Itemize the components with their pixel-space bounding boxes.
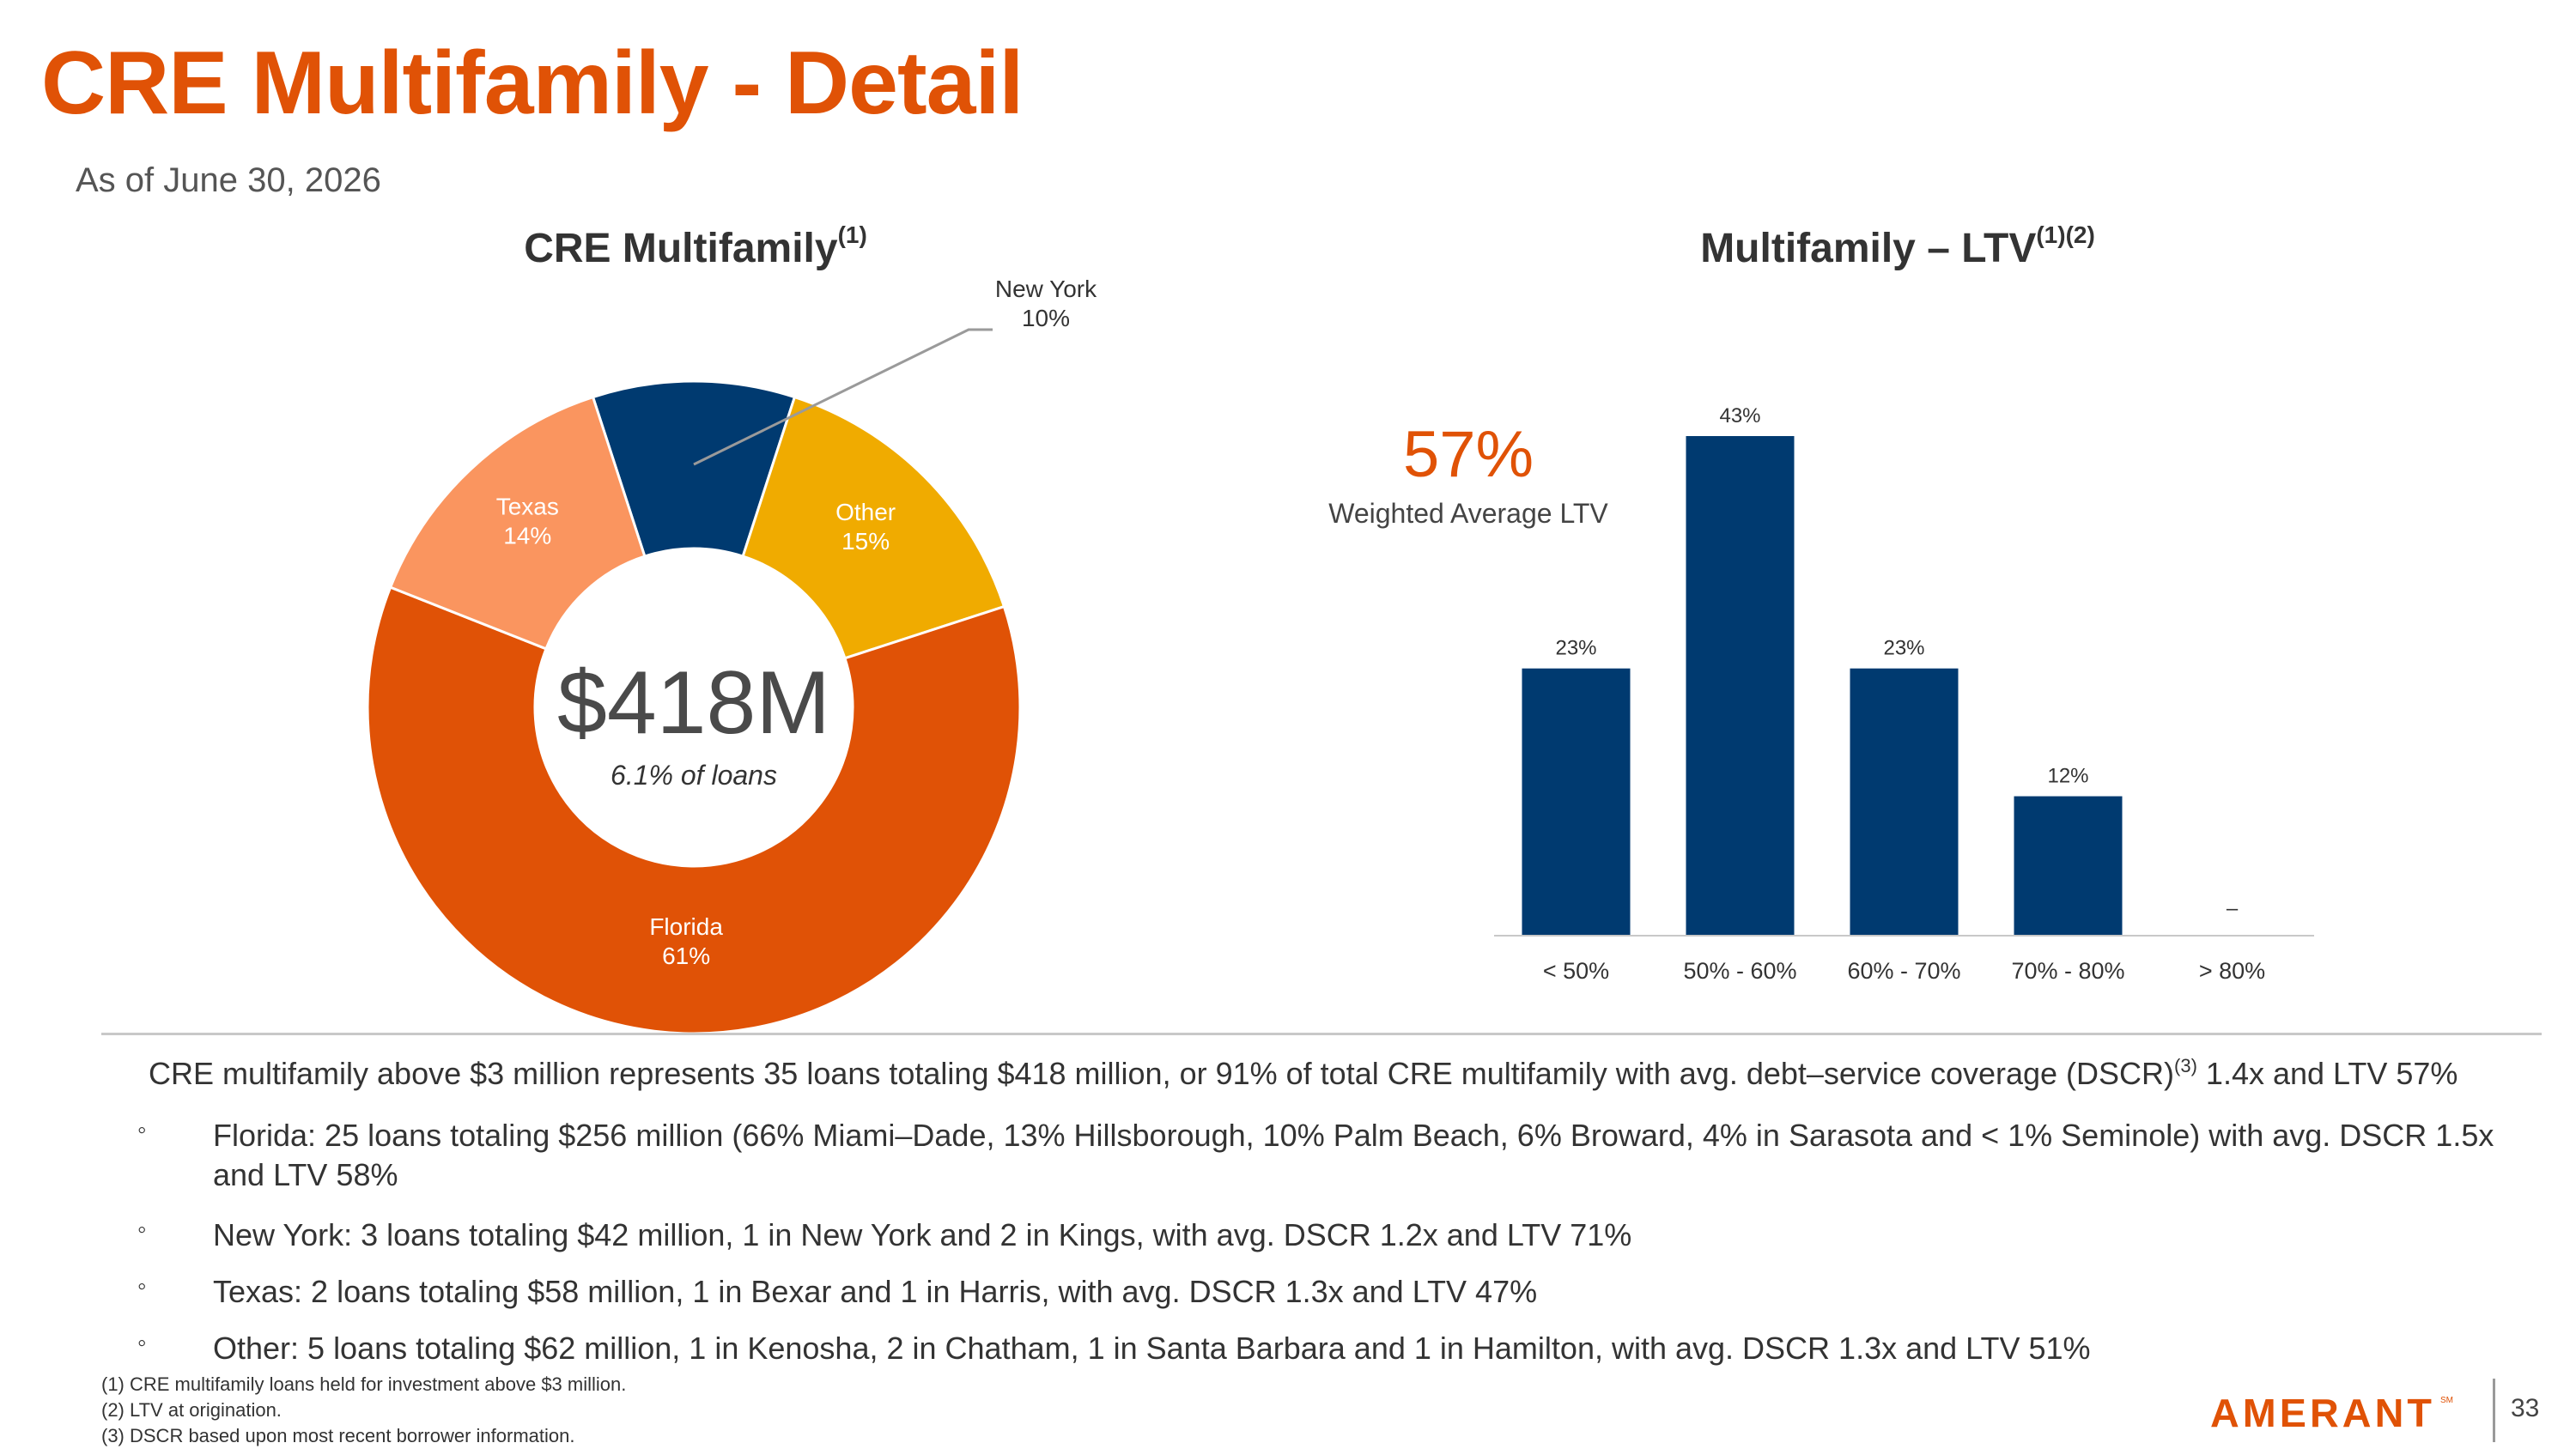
amerant-logo-wordmark: AMERANT <box>2210 1391 2435 1435</box>
donut-value-texas: 14% <box>503 523 551 549</box>
bar-chart-title-footnote: (1)(2) <box>2036 221 2095 248</box>
bullet-symbol: ◦ <box>137 1329 147 1357</box>
weighted-average-ltv-value: 57% <box>1402 418 1534 491</box>
ltv-bar <box>2014 796 2123 936</box>
donut-chart: New York 10% Other 15% Florida 61% Texas 14% $41… <box>366 276 1097 1035</box>
donut-value-new-york: 10% <box>1022 305 1070 331</box>
bullet-text: New York: 3 loans totaling $42 million, … <box>213 1217 1632 1252</box>
donut-value-florida: 61% <box>662 943 710 969</box>
donut-chart-title-text: CRE Multifamily <box>524 226 838 271</box>
ltv-bar-chart: 23% < 50% 43% 50% - 60% 23% 60% - 70% 12% 70% -… <box>1494 404 2314 984</box>
bullet-symbol: ◦ <box>137 1116 147 1144</box>
ltv-bar-data-label: 43% <box>1719 404 1760 427</box>
ltv-bar <box>1850 668 1959 936</box>
summary-lead-text: CRE multifamily above $3 million represe… <box>149 1056 2175 1091</box>
ltv-x-tick-label: > 80% <box>2199 958 2265 984</box>
ltv-x-tick-label: < 50% <box>1543 958 1609 984</box>
ltv-x-tick-label: 70% - 80% <box>2011 958 2124 984</box>
bar-chart-title-text: Multifamily – LTV <box>1700 226 2037 271</box>
donut-chart-title-footnote: (1) <box>837 221 867 248</box>
footnote-2: (2) LTV at origination. <box>101 1399 282 1421</box>
bullet-symbol: ◦ <box>137 1216 147 1244</box>
bullet-text: Texas: 2 loans totaling $58 million, 1 i… <box>213 1274 1538 1309</box>
donut-center-subtitle: 6.1% of loans <box>611 760 777 791</box>
footnote-3: (3) DSCR based upon most recent borrower… <box>101 1425 575 1446</box>
ltv-bar <box>1522 668 1631 936</box>
slide-title: CRE Multifamily - Detail <box>41 33 1024 133</box>
summary-lead-footnote: (3) <box>2174 1055 2197 1076</box>
bar-chart-title: Multifamily – LTV(1)(2) <box>1614 223 2181 272</box>
ltv-bar-data-label: 23% <box>1555 637 1596 660</box>
new-york-leader-line <box>693 328 993 466</box>
donut-label-texas: Texas <box>496 494 559 520</box>
donut-label-florida: Florida <box>649 913 723 940</box>
bullet-text: Other: 5 loans totaling $62 million, 1 i… <box>213 1331 2091 1366</box>
ltv-bar-data-label: 12% <box>2047 765 2088 788</box>
donut-label-other: Other <box>835 499 896 525</box>
donut-slice-florida <box>366 585 1022 1035</box>
amerant-logo: AMERANT SM <box>2210 1391 2453 1435</box>
logo-separator <box>2493 1379 2495 1442</box>
bullet-text: Florida: 25 loans totaling $256 million … <box>213 1118 2494 1192</box>
donut-center-value: $418M <box>557 653 830 753</box>
weighted-average-ltv-label: Weighted Average LTV <box>1328 498 1608 529</box>
ltv-x-tick-label: 60% - 70% <box>1847 958 1960 984</box>
summary-lead: CRE multifamily above $3 million represe… <box>149 1056 2553 1092</box>
bullet-symbol: ◦ <box>137 1272 147 1300</box>
page-number: 33 <box>2511 1394 2540 1422</box>
donut-chart-title: CRE Multifamily(1) <box>447 223 945 272</box>
summary-lead-tail: 1.4x and LTV 57% <box>2196 1056 2458 1091</box>
ltv-bar-data-label: – <box>2227 897 2239 920</box>
donut-label-new-york: New York <box>995 276 1097 302</box>
ltv-bar-data-label: 23% <box>1883 637 1924 660</box>
ltv-x-tick-label: 50% - 60% <box>1683 958 1796 984</box>
donut-value-other: 15% <box>841 528 890 555</box>
donut-slice-other <box>741 395 1006 660</box>
donut-slice-texas <box>388 395 647 651</box>
footnote-1: (1) CRE multifamily loans held for inves… <box>101 1373 627 1395</box>
ltv-bar <box>1686 436 1795 936</box>
amerant-logo-service-mark: SM <box>2440 1396 2453 1405</box>
as-of-date: As of June 30, 2026 <box>76 161 381 199</box>
section-divider <box>101 1033 2542 1035</box>
